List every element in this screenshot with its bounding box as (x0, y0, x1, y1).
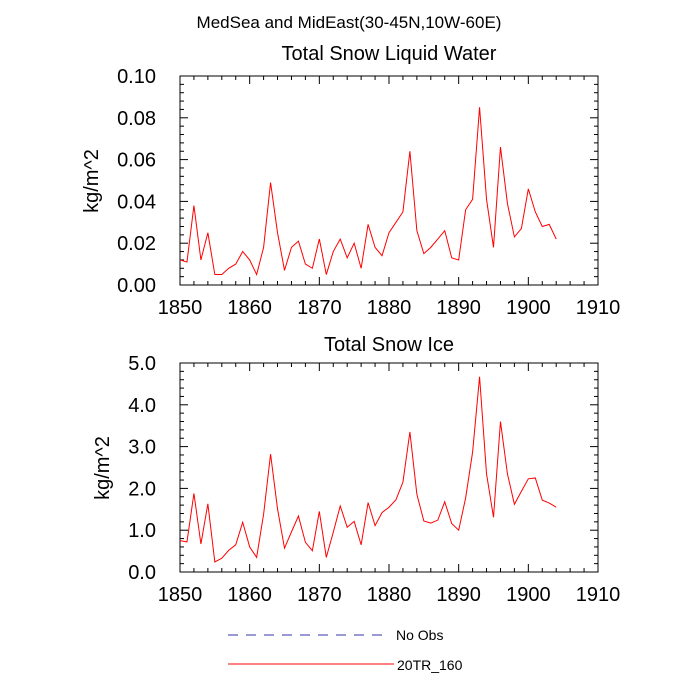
legend-label-20tr-160: 20TR_160 (397, 657, 463, 673)
y-tick-label: 0.06 (117, 150, 156, 172)
plot-frame (179, 362, 599, 573)
tick-layer (179, 75, 599, 286)
y-tick-label: 4.0 (128, 395, 156, 417)
series-line-20tr-160 (179, 376, 557, 563)
y-tick-label: 1.0 (128, 520, 156, 542)
x-tick-label: 1850 (158, 584, 203, 606)
x-tick-label: 1890 (436, 297, 481, 319)
legend-label-no-obs: No Obs (396, 627, 443, 643)
x-tick-label: 1880 (367, 584, 412, 606)
y-tick-label: 0.10 (117, 66, 156, 88)
series-layer (179, 376, 557, 563)
panel-title: Total Snow Liquid Water (282, 43, 497, 65)
plot-frame (179, 75, 599, 286)
y-tick-label: 3.0 (128, 437, 156, 459)
x-tick-label: 1860 (227, 297, 272, 319)
x-tick-label: 1900 (506, 297, 551, 319)
tick-label-layer: 1850 1860 1870 1880 1890 1900 1910 0.0 1.0 2.0 3.0… (128, 353, 620, 606)
y-axis-label: kg/m^2 (92, 436, 114, 500)
x-tick-label: 1900 (506, 584, 551, 606)
panel-title: Total Snow Ice (324, 334, 454, 356)
y-tick-label: 0.02 (117, 233, 156, 255)
y-tick-label: 5.0 (128, 353, 156, 375)
x-tick-label: 1850 (158, 297, 203, 319)
x-tick-label: 1870 (297, 584, 342, 606)
series-layer (179, 107, 557, 277)
panel-snow-ice: Total Snow Ice kg/m^2 1850 1860 1870 1880 18… (92, 334, 620, 606)
x-tick-label: 1880 (367, 297, 412, 319)
series-line-20tr-160 (179, 107, 557, 277)
x-tick-label: 1860 (227, 584, 272, 606)
x-tick-label: 1870 (297, 297, 342, 319)
y-tick-label: 0.00 (117, 275, 156, 297)
tick-label-layer: 1850 1860 1870 1880 1890 1900 1910 0.00 0.02 0.04… (117, 66, 620, 319)
tick-layer (179, 362, 599, 573)
panel-snow-liquid-water: Total Snow Liquid Water kg/m^2 1850 1860 1… (81, 43, 620, 319)
legend: No Obs 20TR_160 (228, 627, 463, 673)
x-tick-label: 1890 (436, 584, 481, 606)
y-tick-label: 0.04 (117, 191, 156, 213)
y-axis-label: kg/m^2 (81, 149, 103, 213)
y-tick-label: 2.0 (128, 478, 156, 500)
x-tick-label: 1910 (576, 584, 621, 606)
figure-title: MedSea and MidEast(30-45N,10W-60E) (197, 13, 502, 32)
y-tick-label: 0.08 (117, 108, 156, 130)
x-tick-label: 1910 (576, 297, 621, 319)
y-tick-label: 0.0 (128, 562, 156, 584)
